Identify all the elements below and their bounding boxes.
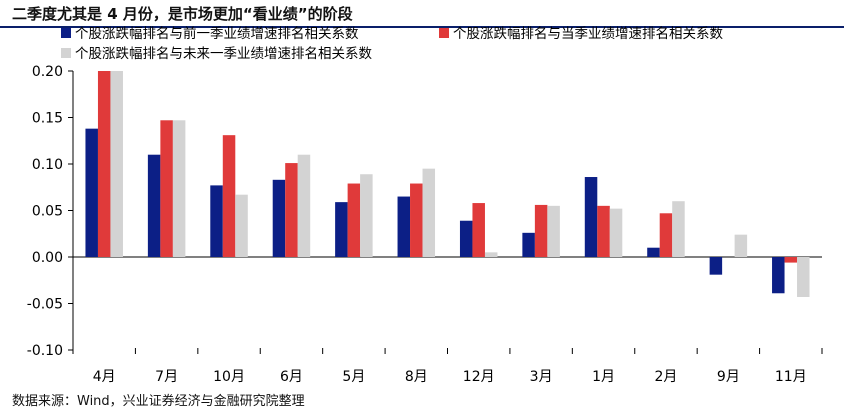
x-tick-label: 2月	[654, 369, 677, 385]
bar	[360, 174, 373, 257]
x-tick-label: 1月	[592, 369, 615, 385]
bar	[522, 232, 535, 257]
bar	[110, 71, 123, 257]
bar	[597, 205, 610, 257]
bar	[85, 128, 98, 257]
bar	[797, 257, 810, 297]
bar	[459, 220, 473, 257]
x-tick-label: 4月	[93, 369, 116, 385]
y-tick-label: -0.05	[27, 297, 63, 313]
y-tick-label: 0.00	[32, 250, 63, 266]
bar	[784, 257, 798, 263]
bar	[472, 203, 485, 257]
y-tick-label: 0.20	[32, 64, 63, 80]
bar	[172, 120, 186, 257]
bar	[347, 183, 361, 257]
bar	[160, 120, 173, 257]
y-tick-label: 0.10	[32, 157, 63, 173]
y-tick-label: 0.05	[32, 204, 63, 220]
legend-swatch	[61, 28, 71, 38]
x-tick-label: 6月	[280, 369, 303, 385]
bar	[672, 201, 685, 257]
bar	[222, 135, 236, 257]
legend-label: 个股涨跌幅排名与当季业绩增速排名相关系数	[453, 26, 723, 42]
x-tick-label: 9月	[717, 369, 740, 385]
bar	[659, 213, 673, 257]
bar	[335, 202, 348, 257]
bar	[772, 257, 785, 294]
x-tick-label: 12月	[463, 369, 495, 385]
x-tick-label: 11月	[775, 369, 807, 385]
bar	[709, 257, 723, 275]
bar	[422, 168, 436, 257]
y-tick-label: 0.15	[32, 111, 63, 127]
bar	[410, 183, 423, 257]
bar	[584, 177, 598, 257]
bar	[547, 205, 560, 257]
y-tick-label: -0.10	[27, 343, 63, 359]
bar	[285, 163, 298, 257]
source-note: 数据来源：Wind，兴业证券经济与金融研究院整理	[12, 394, 305, 409]
legend-swatch	[439, 28, 449, 38]
bar	[210, 185, 223, 257]
chart-title: 二季度尤其是 4 月份，是市场更加“看业绩”的阶段	[12, 5, 353, 23]
title-bar: 二季度尤其是 4 月份，是市场更加“看业绩”的阶段	[0, 0, 844, 28]
bar	[484, 252, 498, 257]
legend-swatch	[61, 48, 71, 58]
bar	[534, 204, 548, 257]
bar	[272, 179, 286, 257]
bar	[97, 71, 111, 257]
x-tick-label: 5月	[342, 369, 365, 385]
bar	[397, 196, 411, 257]
legend-label: 个股涨跌幅排名与前一季业绩增速排名相关系数	[75, 25, 359, 42]
bar	[297, 154, 311, 257]
legend-label: 个股涨跌幅排名与未来一季业绩增速排名相关系数	[75, 46, 372, 62]
x-tick-label: 10月	[213, 369, 245, 385]
x-tick-label: 8月	[405, 369, 428, 385]
x-tick-label: 7月	[155, 369, 178, 385]
bar	[734, 234, 748, 257]
bar	[147, 154, 161, 257]
bar	[609, 208, 623, 257]
bar	[235, 194, 248, 257]
x-tick-label: 3月	[530, 369, 553, 385]
bar	[647, 247, 660, 257]
